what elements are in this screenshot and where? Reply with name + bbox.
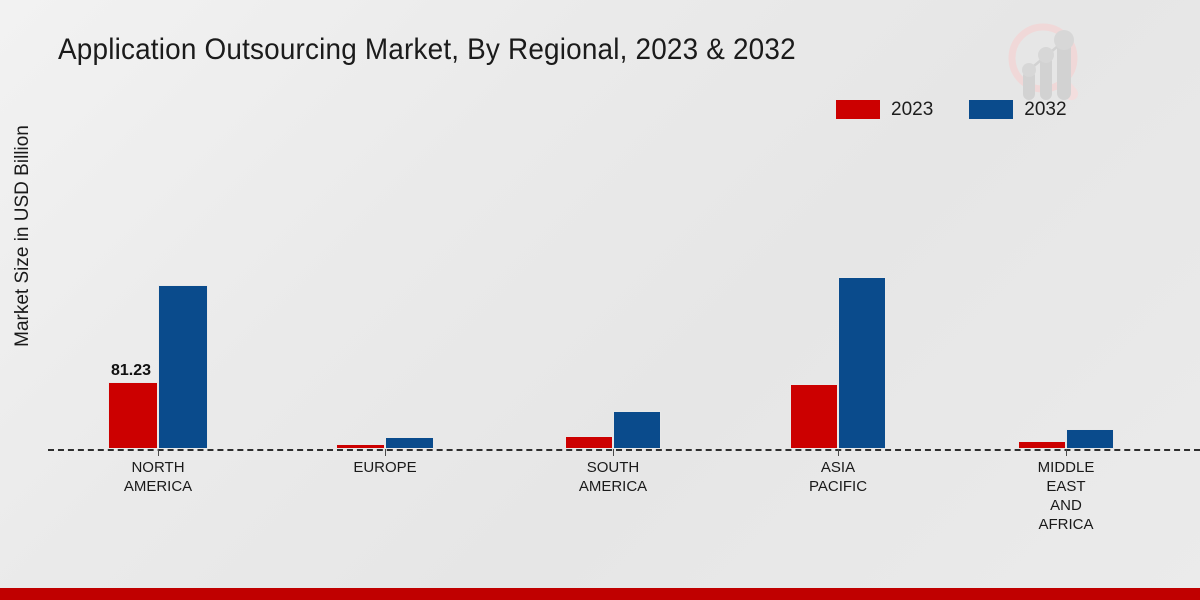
bar-2023-north-america[interactable]: [108, 382, 158, 449]
legend-swatch-2023: [836, 100, 880, 119]
x-axis-tick-2: [613, 449, 614, 456]
x-axis-tick-4: [1066, 449, 1067, 456]
x-axis-tick-3: [838, 449, 839, 456]
legend-label-2023: 2023: [891, 99, 934, 120]
chart-title: Application Outsourcing Market, By Regio…: [58, 33, 796, 66]
x-axis-label-1: EUROPE: [353, 459, 417, 476]
bar-2023-europe[interactable]: [336, 444, 385, 449]
plot-area: 81.23: [48, 170, 1200, 450]
legend-label-2032: 2032: [1024, 99, 1067, 120]
bar-2032-north-america[interactable]: [158, 285, 208, 449]
chart-legend: 2023 2032: [836, 100, 1067, 119]
legend-item-2032[interactable]: 2032: [969, 99, 1067, 120]
y-axis-title: Market Size in USD Billion: [12, 125, 33, 347]
x-axis-label-0: NORTH AMERICA: [123, 459, 193, 495]
bottom-accent-strip: [0, 588, 1200, 600]
x-axis-tick-0: [158, 449, 159, 456]
bar-2023-middle-east-africa[interactable]: [1018, 441, 1066, 449]
x-axis-tick-1: [385, 449, 386, 456]
bar-2032-middle-east-africa[interactable]: [1066, 429, 1114, 449]
x-axis-label-2: SOUTH AMERICA: [578, 459, 648, 495]
legend-item-2023[interactable]: 2023: [836, 100, 933, 119]
legend-swatch-2032: [969, 100, 1014, 119]
bar-2032-europe[interactable]: [385, 437, 434, 449]
magnifier-bar-chart-logo-icon: [995, 14, 1100, 109]
bar-2023-south-america[interactable]: [565, 436, 613, 449]
bar-2032-asia-pacific[interactable]: [838, 277, 886, 449]
bar-2023-asia-pacific[interactable]: [790, 384, 838, 449]
bar-2032-south-america[interactable]: [613, 411, 661, 449]
x-axis-label-4: MIDDLE EAST AND AFRICA: [1037, 459, 1095, 533]
x-axis-label-3: ASIA PACIFIC: [808, 459, 868, 495]
bar-2023-north-america-value-label: 81.23: [111, 362, 152, 379]
x-axis-baseline: [48, 449, 1200, 451]
